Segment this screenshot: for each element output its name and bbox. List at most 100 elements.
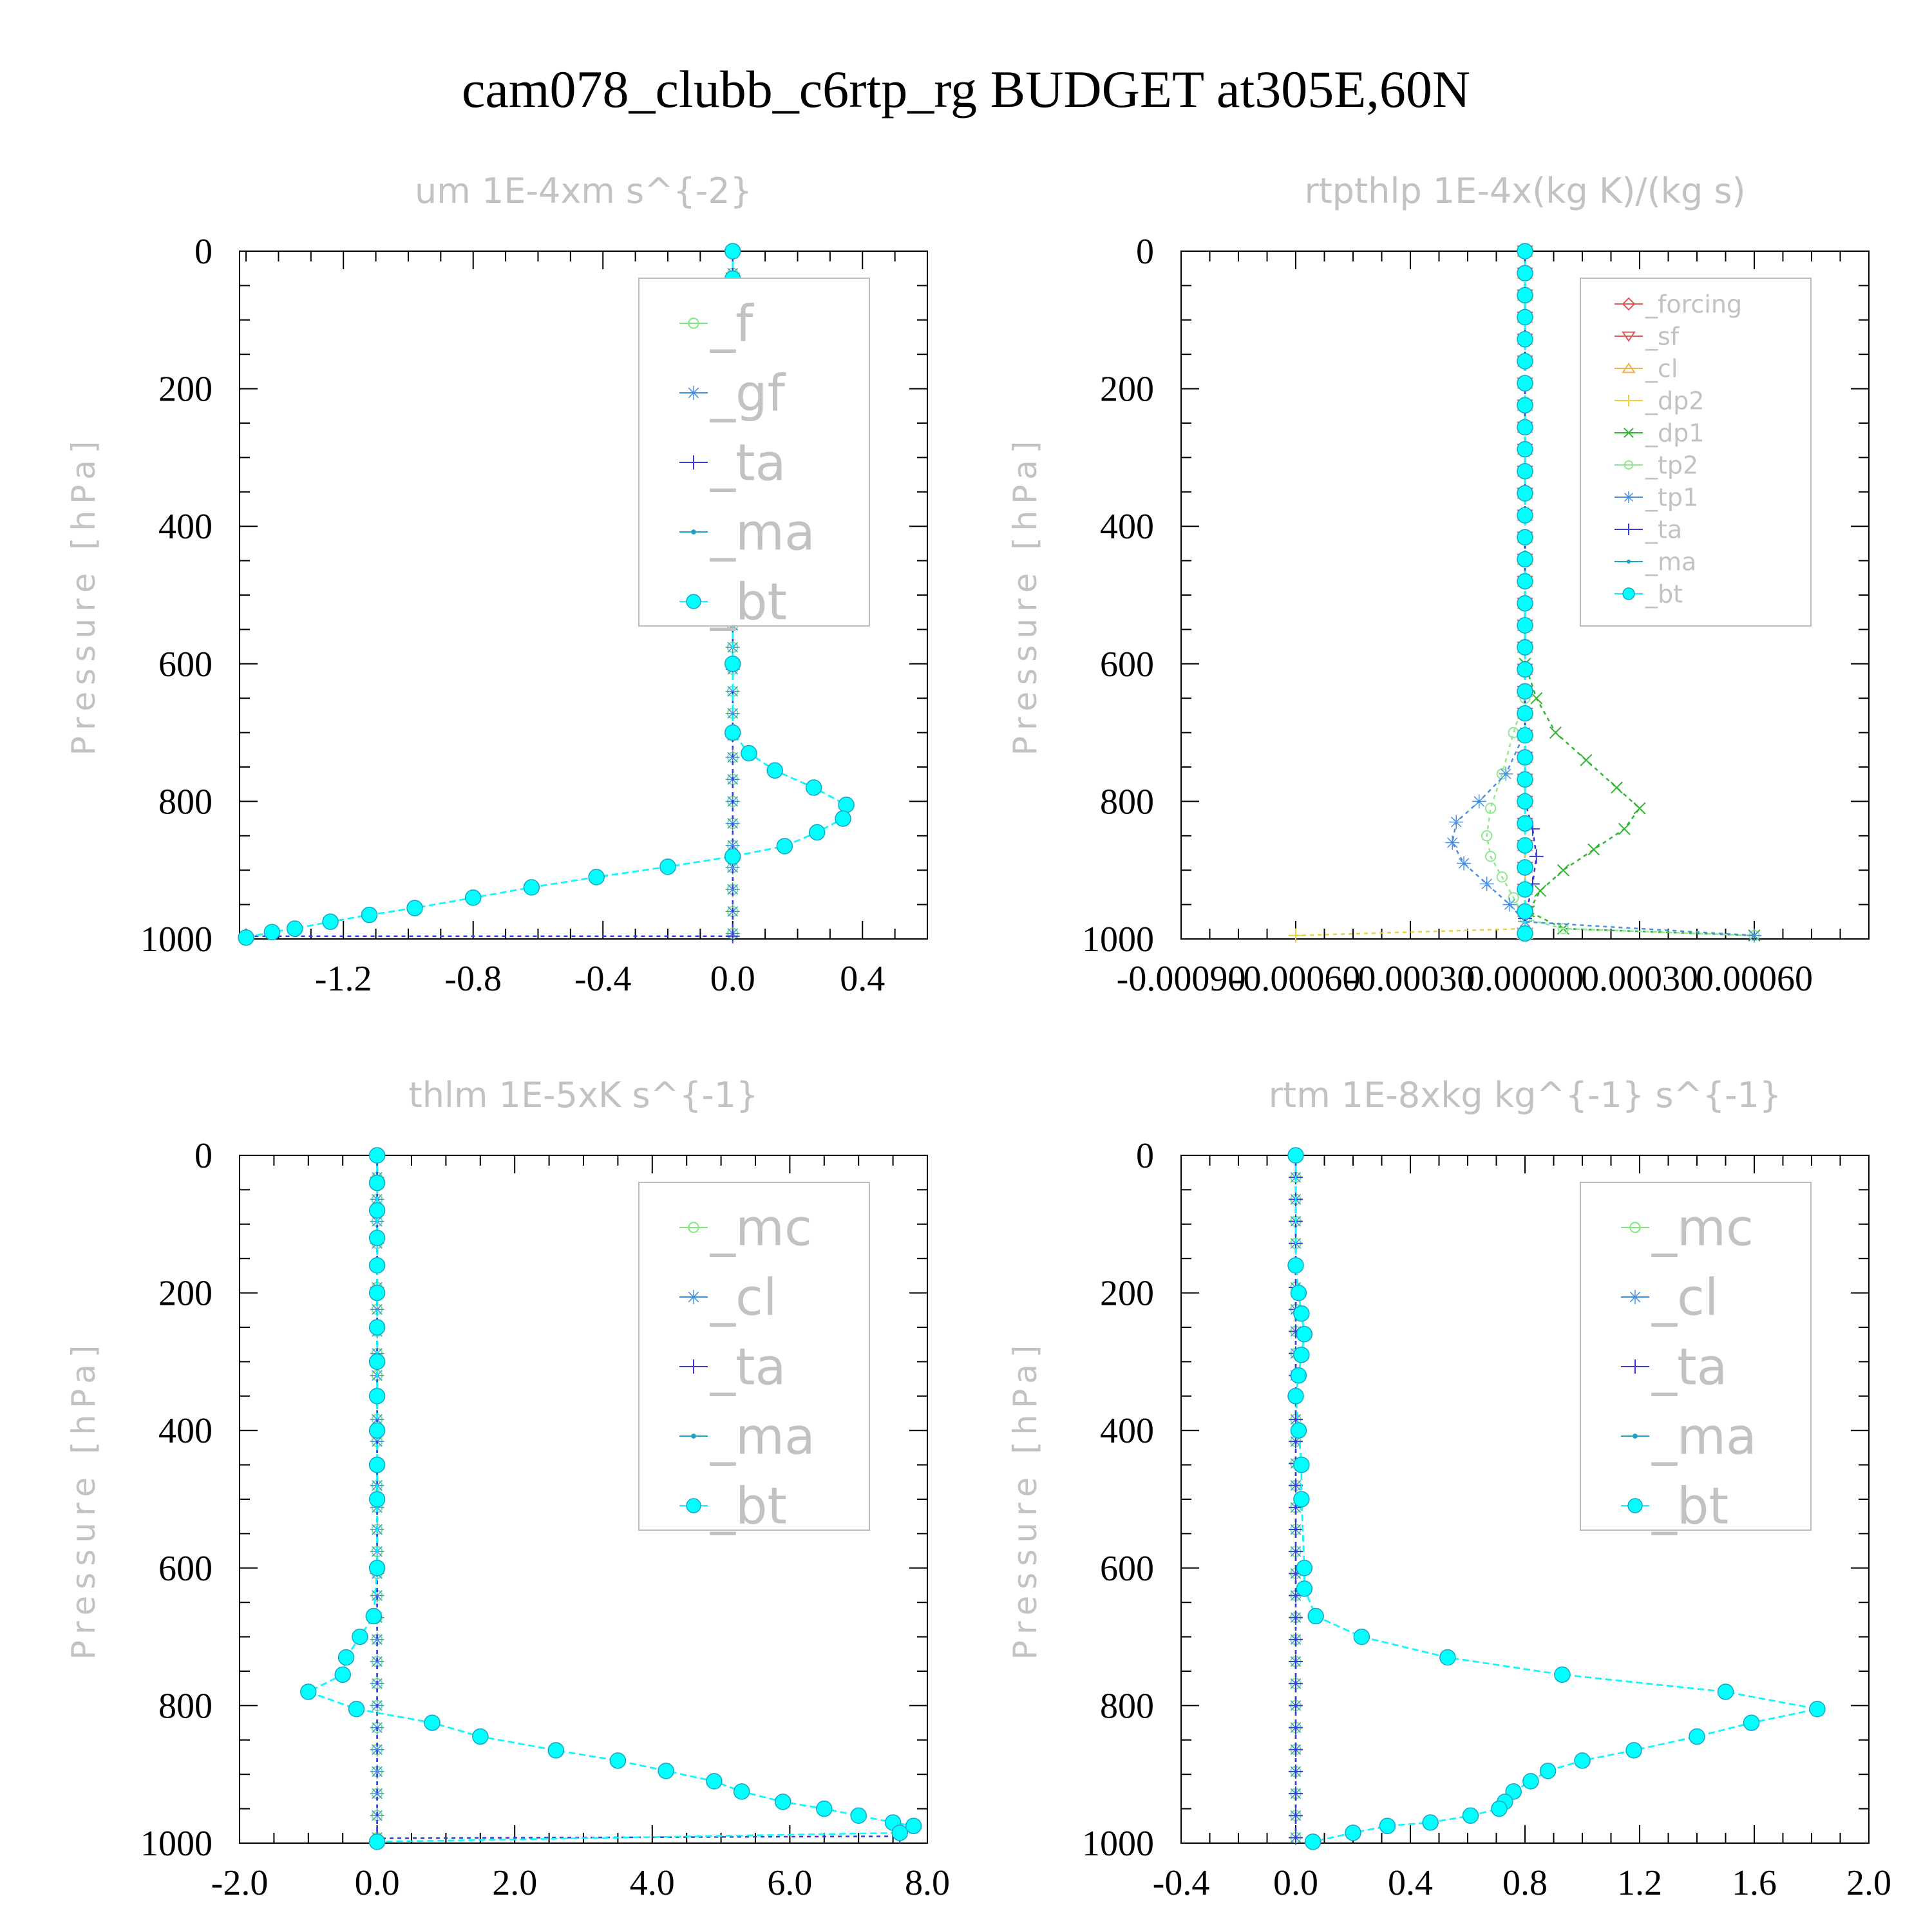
data-point — [1289, 1808, 1303, 1823]
data-point — [1517, 353, 1533, 370]
data-point — [370, 1742, 384, 1757]
data-point — [1289, 1830, 1303, 1845]
legend-label: _ta — [710, 434, 786, 492]
data-point — [724, 656, 741, 672]
data-point — [368, 1353, 386, 1370]
data-point — [238, 929, 254, 946]
data-point — [1517, 595, 1533, 612]
x-tick-label: 1.6 — [1732, 1863, 1777, 1903]
data-point — [1517, 397, 1533, 413]
x-tick-label: 1.2 — [1617, 1863, 1662, 1903]
legend-label: _bt — [1651, 1477, 1728, 1535]
data-point — [1517, 661, 1533, 678]
legend-marker — [691, 1434, 696, 1439]
legend-marker — [1622, 362, 1636, 374]
y-tick-label: 1000 — [140, 1824, 213, 1864]
y-tick-label: 0 — [1136, 1136, 1154, 1176]
x-tick-label: -0.00060 — [1231, 959, 1361, 999]
y-tick-label: 200 — [158, 1274, 213, 1314]
legend-label: _gf — [710, 365, 786, 422]
y-tick-label: 800 — [1100, 782, 1154, 822]
x-tick-label: 0.00060 — [1696, 959, 1813, 999]
data-point — [838, 796, 855, 813]
legend: _mc _cl _ta _ma _bt — [638, 1182, 870, 1535]
data-point — [1517, 925, 1533, 942]
series-line — [1486, 251, 1755, 936]
legend-label: _mc — [710, 1199, 812, 1257]
y-tick-label: 800 — [158, 782, 213, 822]
figure-title: cam078_clubb_c6rtp_rg BUDGET at305E,60N — [461, 60, 1471, 118]
legend-box — [638, 278, 870, 627]
x-tick-label: -1.2 — [315, 959, 372, 999]
data-point — [1517, 375, 1533, 392]
data-point — [1610, 781, 1623, 794]
data-point — [1289, 1698, 1303, 1713]
data-point — [1717, 1683, 1734, 1700]
data-point — [1517, 551, 1533, 568]
data-point — [1481, 830, 1493, 842]
panel-title: um 1E-4xm s^{-2} — [415, 171, 752, 211]
data-point — [1517, 881, 1533, 898]
legend-label: _tp2 — [1645, 451, 1698, 479]
data-point — [1747, 928, 1761, 943]
legend-label: _ma — [1645, 547, 1696, 576]
data-point — [1517, 815, 1533, 832]
data-point — [725, 706, 740, 721]
legend-label: _ma — [1651, 1408, 1757, 1466]
data-point — [1289, 1632, 1303, 1647]
y-tick-label: 600 — [1100, 1549, 1154, 1589]
data-point — [1743, 1714, 1760, 1731]
data-point — [1517, 617, 1533, 634]
data-point — [658, 1763, 674, 1779]
data-point — [1289, 1478, 1303, 1493]
data-point — [1517, 705, 1533, 722]
data-point — [1517, 749, 1533, 766]
data-point — [1517, 573, 1533, 590]
data-point — [286, 920, 303, 937]
data-point — [1289, 1742, 1303, 1757]
series-line — [245, 251, 848, 939]
y-tick-label: 200 — [1100, 1274, 1154, 1314]
data-point — [1345, 1824, 1361, 1841]
y-tick-label: 0 — [194, 1136, 213, 1176]
data-point — [368, 1388, 386, 1405]
data-point — [1534, 884, 1547, 897]
legend-marker — [1624, 428, 1634, 438]
data-point — [370, 1632, 384, 1647]
data-point — [1517, 859, 1533, 876]
data-point — [1517, 727, 1533, 744]
data-point — [361, 906, 378, 923]
legend-marker — [1623, 524, 1634, 535]
data-point — [1539, 1763, 1557, 1779]
data-point — [1449, 815, 1464, 829]
data-point — [1457, 856, 1472, 871]
legend: _forcing _sf _cl _dp2 _dp1 _tp2 _tp1 _ta _ma _bt — [1580, 278, 1812, 627]
legend-label: _forcing — [1645, 290, 1742, 318]
data-point — [1472, 794, 1486, 809]
data-point — [1304, 1833, 1321, 1850]
x-tick-label: -0.8 — [444, 959, 502, 999]
data-point — [523, 879, 540, 896]
x-tick-label: 2.0 — [1846, 1863, 1891, 1903]
data-point — [1439, 1649, 1456, 1666]
legend-label: _cl — [710, 1269, 777, 1327]
data-point — [406, 900, 423, 916]
legend-marker — [1622, 297, 1636, 311]
legend-label: _cl — [1651, 1269, 1719, 1327]
data-point — [1379, 1817, 1396, 1835]
data-point — [1587, 843, 1600, 856]
legend-label: _ta — [710, 1338, 786, 1396]
data-point — [1484, 802, 1497, 814]
x-tick-label: 6.0 — [767, 1863, 812, 1903]
x-tick-label: 0.00000 — [1466, 959, 1584, 999]
data-point — [370, 1764, 384, 1779]
legend-label: _tp1 — [1645, 483, 1698, 511]
data-point — [1293, 1346, 1310, 1363]
panel-um: um 1E-4xm s^{-2} Pressure [hPa] 0 200 400 600… — [65, 171, 928, 999]
data-point — [1517, 903, 1533, 920]
y-tick-label: 200 — [158, 370, 213, 410]
legend-label: _mc — [1651, 1199, 1754, 1257]
panel-thlm: thlm 1E-5xK s^{-1} Pressure [hPa] 0 200 400 6… — [65, 1075, 950, 1903]
y-axis-label: Pressure [hPa] — [1007, 1339, 1044, 1660]
